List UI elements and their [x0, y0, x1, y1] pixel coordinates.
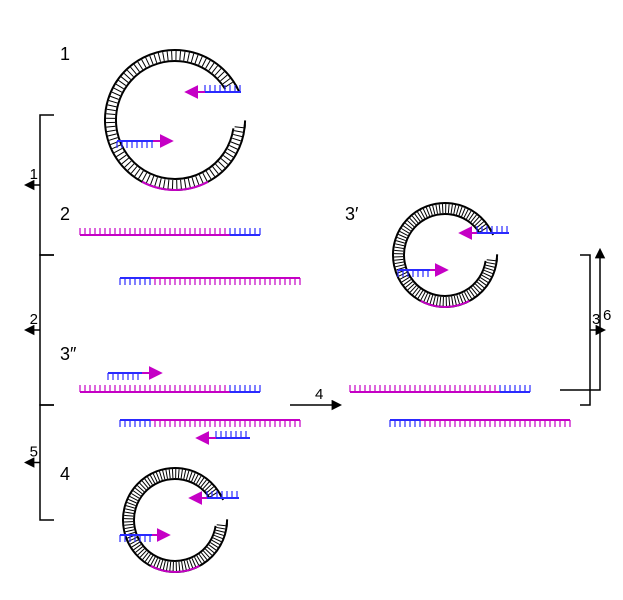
panel-label: 3′ [345, 204, 359, 224]
step-label: 1 [30, 166, 38, 183]
panel-1-plasmid [105, 50, 245, 190]
panel-2r-plasmid [393, 203, 497, 307]
panel-4-plasmid [123, 468, 227, 572]
panel-label: 4 [315, 386, 323, 403]
panel-3-bottom-strand [120, 420, 300, 427]
panel-3r-bottom-strand [390, 420, 570, 427]
primer-reverse [187, 85, 241, 92]
panel-3r-top-strand [350, 385, 530, 392]
panel-2-top-strand [80, 228, 260, 235]
step-label: 3 [592, 311, 600, 328]
join-3-4: 5 [26, 405, 54, 520]
join-1-2: 1 [26, 115, 54, 255]
panel-3-primer-fwd [108, 373, 160, 380]
panel-label: 4 [60, 464, 70, 484]
step-label: 2 [30, 311, 38, 328]
panel-label: 6 [603, 307, 611, 324]
panel-label: 1 [60, 44, 70, 64]
join-2-3: 2 [26, 255, 54, 405]
step-label: 5 [30, 444, 38, 461]
primer-reverse [461, 226, 509, 233]
panel-label: 3″ [60, 344, 77, 364]
panel-2-bottom-strand [120, 278, 300, 285]
panel-3-top-strand [80, 385, 260, 392]
panel-3-primer-rev [198, 431, 250, 438]
primer-reverse [191, 491, 239, 498]
panel-label: 2 [60, 204, 70, 224]
primer-forward [117, 141, 171, 148]
